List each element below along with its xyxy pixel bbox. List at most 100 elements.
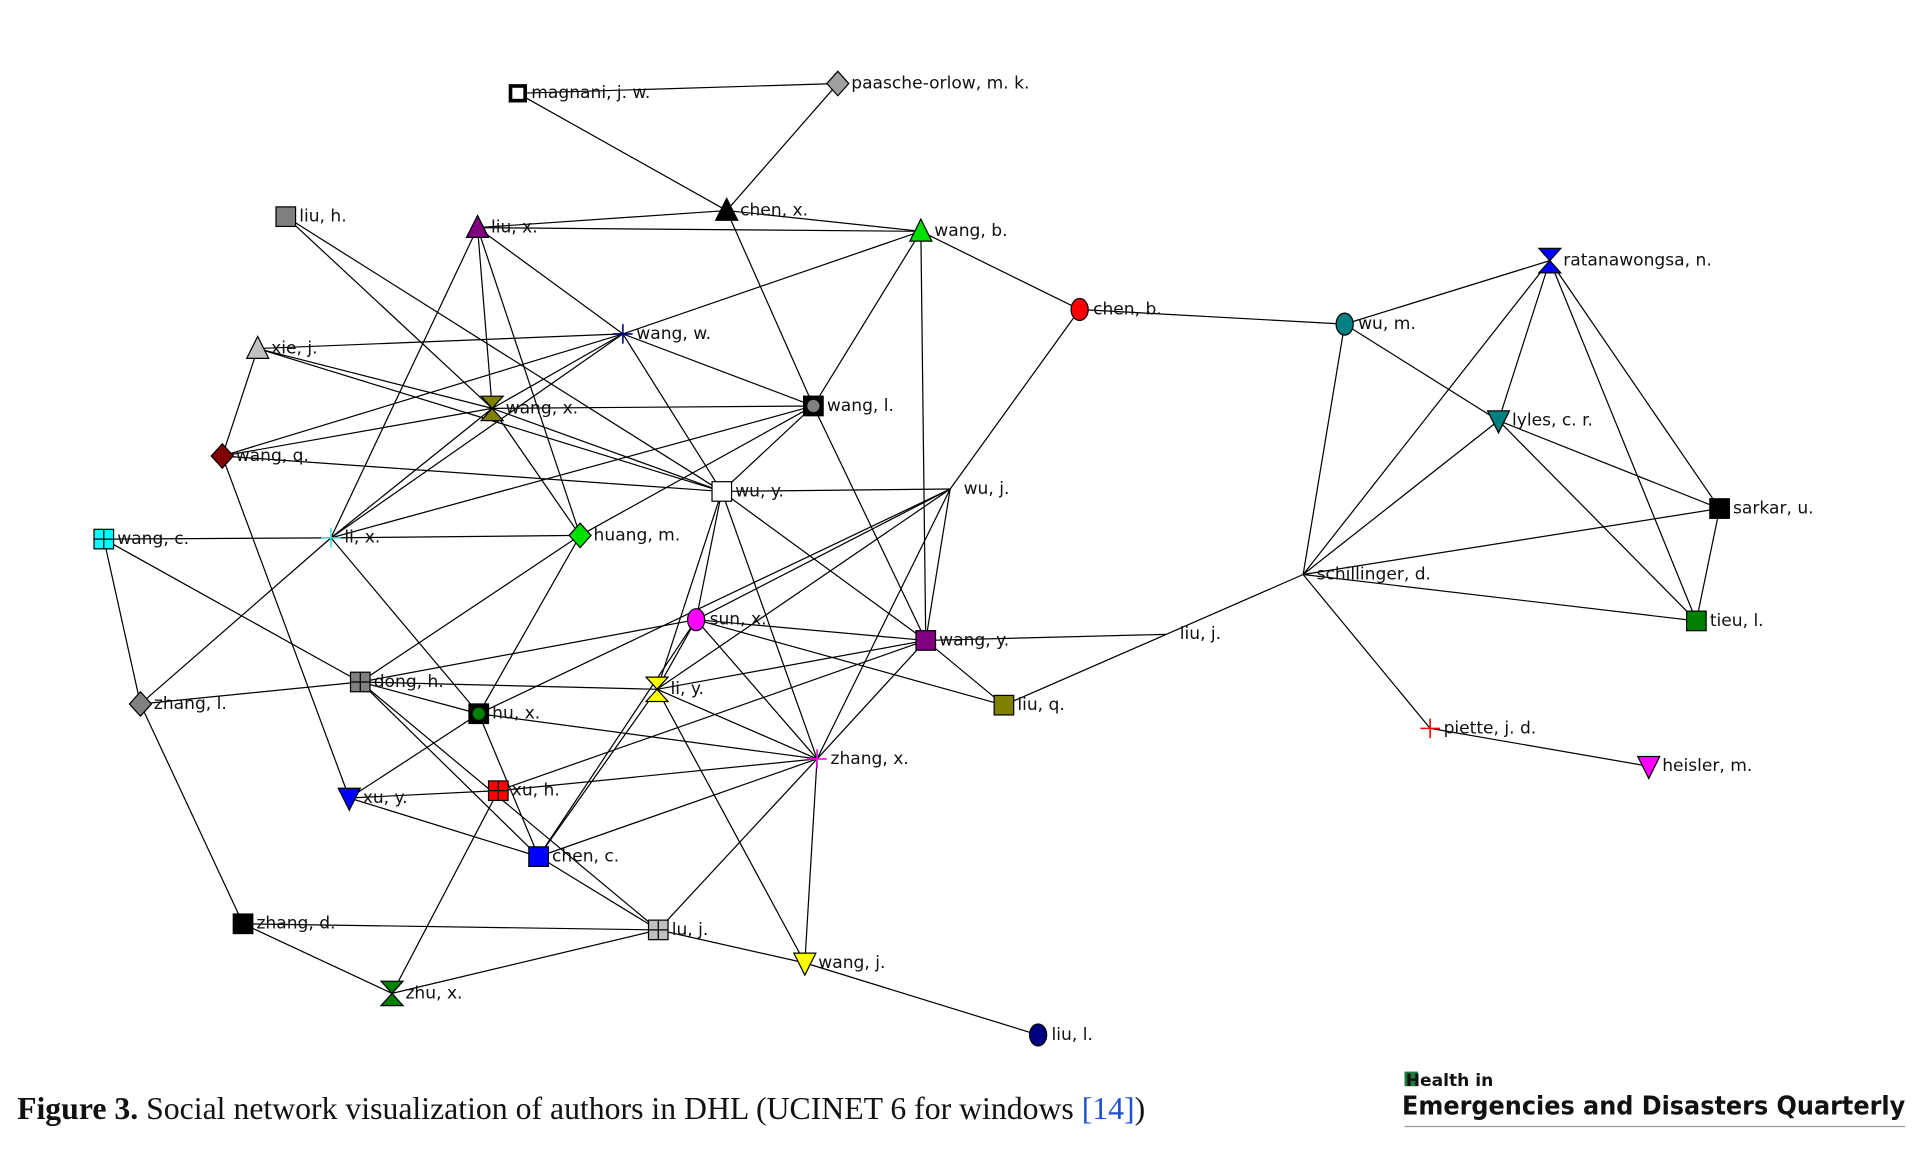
node-wang-l[interactable]: wang, l. [803,395,894,417]
node-label: xu, y. [363,788,408,808]
node-marker-triangle-icon [245,334,270,359]
edge-zhang-x--chen-c [538,758,818,858]
node-wu-m[interactable]: wu, m. [1335,312,1416,336]
node-schillinger-d[interactable]: schillinger, d. [1317,564,1431,584]
node-lu-j[interactable]: lu, j. [647,919,709,941]
node-wu-y[interactable]: wu, y. [711,481,784,502]
caption-text: Social network visualization of authors … [138,1091,1082,1126]
node-liu-x[interactable]: liu, x. [465,214,538,239]
node-piette-j-d[interactable]: piette, j. d. [1420,718,1536,738]
node-sarkar-u[interactable]: sarkar, u. [1709,498,1814,519]
journal-logo: Health in Emergencies and Disasters Quar… [1402,1071,1906,1128]
node-zhang-l[interactable]: zhang, l. [128,690,227,718]
node-marker-diamond-icon [128,690,153,718]
node-liu-q[interactable]: liu, q. [993,694,1065,716]
node-wang-x[interactable]: wang, x. [479,395,578,422]
node-dong-h[interactable]: dong, h. [349,671,444,693]
edge-wu-j--hu-x [478,488,951,715]
edge-zhang-d--lu-j [243,923,659,931]
node-marker-triangle-icon [465,214,490,239]
edge-sun-x--zhang-x [695,619,818,760]
node-label: heisler, m. [1662,756,1752,776]
node-marker-plus-icon [1420,718,1440,739]
edge-liu-j--schillinger-d [1166,573,1304,635]
node-ratanawongsa-n[interactable]: ratanawongsa, n. [1537,247,1712,274]
marker-dot [472,707,485,720]
node-label: li, x. [344,528,380,548]
node-zhang-x[interactable]: zhang, x. [807,749,909,769]
edge-wang-q--xu-y [221,455,350,799]
node-paasche-orlow-m-k[interactable]: paasche-orlow, m. k. [825,70,1030,97]
caption-label: Figure 3. [17,1091,138,1126]
node-label: chen, c. [552,847,619,867]
node-wu-j[interactable]: wu, j. [964,479,1010,499]
node-li-x[interactable]: li, x. [321,528,380,548]
node-xu-y[interactable]: xu, y. [337,787,408,812]
node-label: xu, h. [512,781,560,801]
node-label: zhu, x. [405,983,462,1003]
node-liu-j[interactable]: liu, j. [1180,624,1221,644]
edge-wu-y--wang-y [721,490,927,641]
node-label: dong, h. [374,672,444,692]
node-wang-c[interactable]: wang, c. [93,528,189,550]
edge-ratanawongsa-n--sarkar-u [1549,260,1721,509]
node-xie-j[interactable]: xie, j. [245,334,318,359]
node-liu-h[interactable]: liu, h. [275,206,347,228]
marker-grid [648,920,669,940]
node-li-y[interactable]: li, y. [644,676,704,703]
node-wang-y[interactable]: wang, y. [915,630,1009,651]
node-tieu-l[interactable]: tieu, l. [1686,610,1764,632]
node-label: wang, w. [636,324,711,344]
edge-dong-h--li-y [360,681,658,690]
node-xu-h[interactable]: xu, h. [487,780,560,802]
edge-wang-c--dong-h [103,538,361,683]
node-wang-j[interactable]: wang, j. [792,952,886,977]
node-chen-c[interactable]: chen, c. [528,846,619,868]
node-wang-q[interactable]: wang, q. [210,442,309,470]
node-marker-triangle-down-icon [337,787,362,812]
edge-wu-m--ratanawongsa-n [1344,260,1551,325]
edge-hu-x--zhang-x [478,713,818,760]
node-label: wu, j. [964,479,1010,499]
node-sun-x[interactable]: sun, x. [686,608,767,632]
node-lyles-c-r[interactable]: lyles, c. r. [1486,410,1593,435]
node-marker-hourglass-icon [644,676,670,703]
node-chen-b[interactable]: chen, b. [1070,297,1162,322]
node-marker-hourglass-icon [479,395,505,422]
caption-reference-link[interactable]: [14] [1082,1091,1135,1126]
node-zhu-x[interactable]: zhu, x. [379,980,462,1007]
node-label: li, y. [670,679,703,699]
edge-li-x--huang-m [330,534,581,539]
node-magnani-j-w[interactable]: magnani, j. w. [508,83,651,103]
node-wang-w[interactable]: wang, w. [613,324,711,344]
edge-wu-m--schillinger-d [1302,324,1346,575]
edge-wang-q--wu-y [222,455,722,493]
edge-wang-b--wang-w [622,230,922,335]
node-label: schillinger, d. [1317,564,1431,584]
node-marker-square-icon [1686,610,1707,632]
node-liu-l[interactable]: liu, l. [1028,1023,1093,1047]
edge-wang-b--chen-b [920,230,1080,311]
edge-wu-j--sun-x [695,488,951,621]
node-marker-square-icon [528,846,549,868]
node-chen-x[interactable]: chen, x. [714,196,808,221]
edge-wang-l--li-x [330,405,814,539]
node-label: wang, j. [818,953,885,973]
node-zhang-d[interactable]: zhang, d. [232,913,336,935]
edge-liu-j--liu-q [1003,633,1167,706]
logo-line2: Emergencies and Disasters Quarterly [1402,1091,1905,1121]
edge-layer [103,82,1721,1036]
edge-wang-w--wang-l [622,333,814,407]
logo-accent-box [1404,1071,1418,1087]
node-marker-circle-icon [1070,297,1089,322]
edge-magnani-j-w--paasche-orlow-m-k [517,82,838,94]
node-hu-x[interactable]: hu, x. [468,703,540,725]
node-marker-square-icon [232,913,254,935]
edge-wu-y--wu-j [721,488,951,493]
node-heisler-m[interactable]: heisler, m. [1636,755,1753,780]
node-wang-b[interactable]: wang, b. [908,217,1008,242]
node-marker-hourglass-icon [379,980,405,1007]
edge-wu-y--li-y [656,491,723,690]
node-huang-m[interactable]: huang, m. [568,522,680,549]
